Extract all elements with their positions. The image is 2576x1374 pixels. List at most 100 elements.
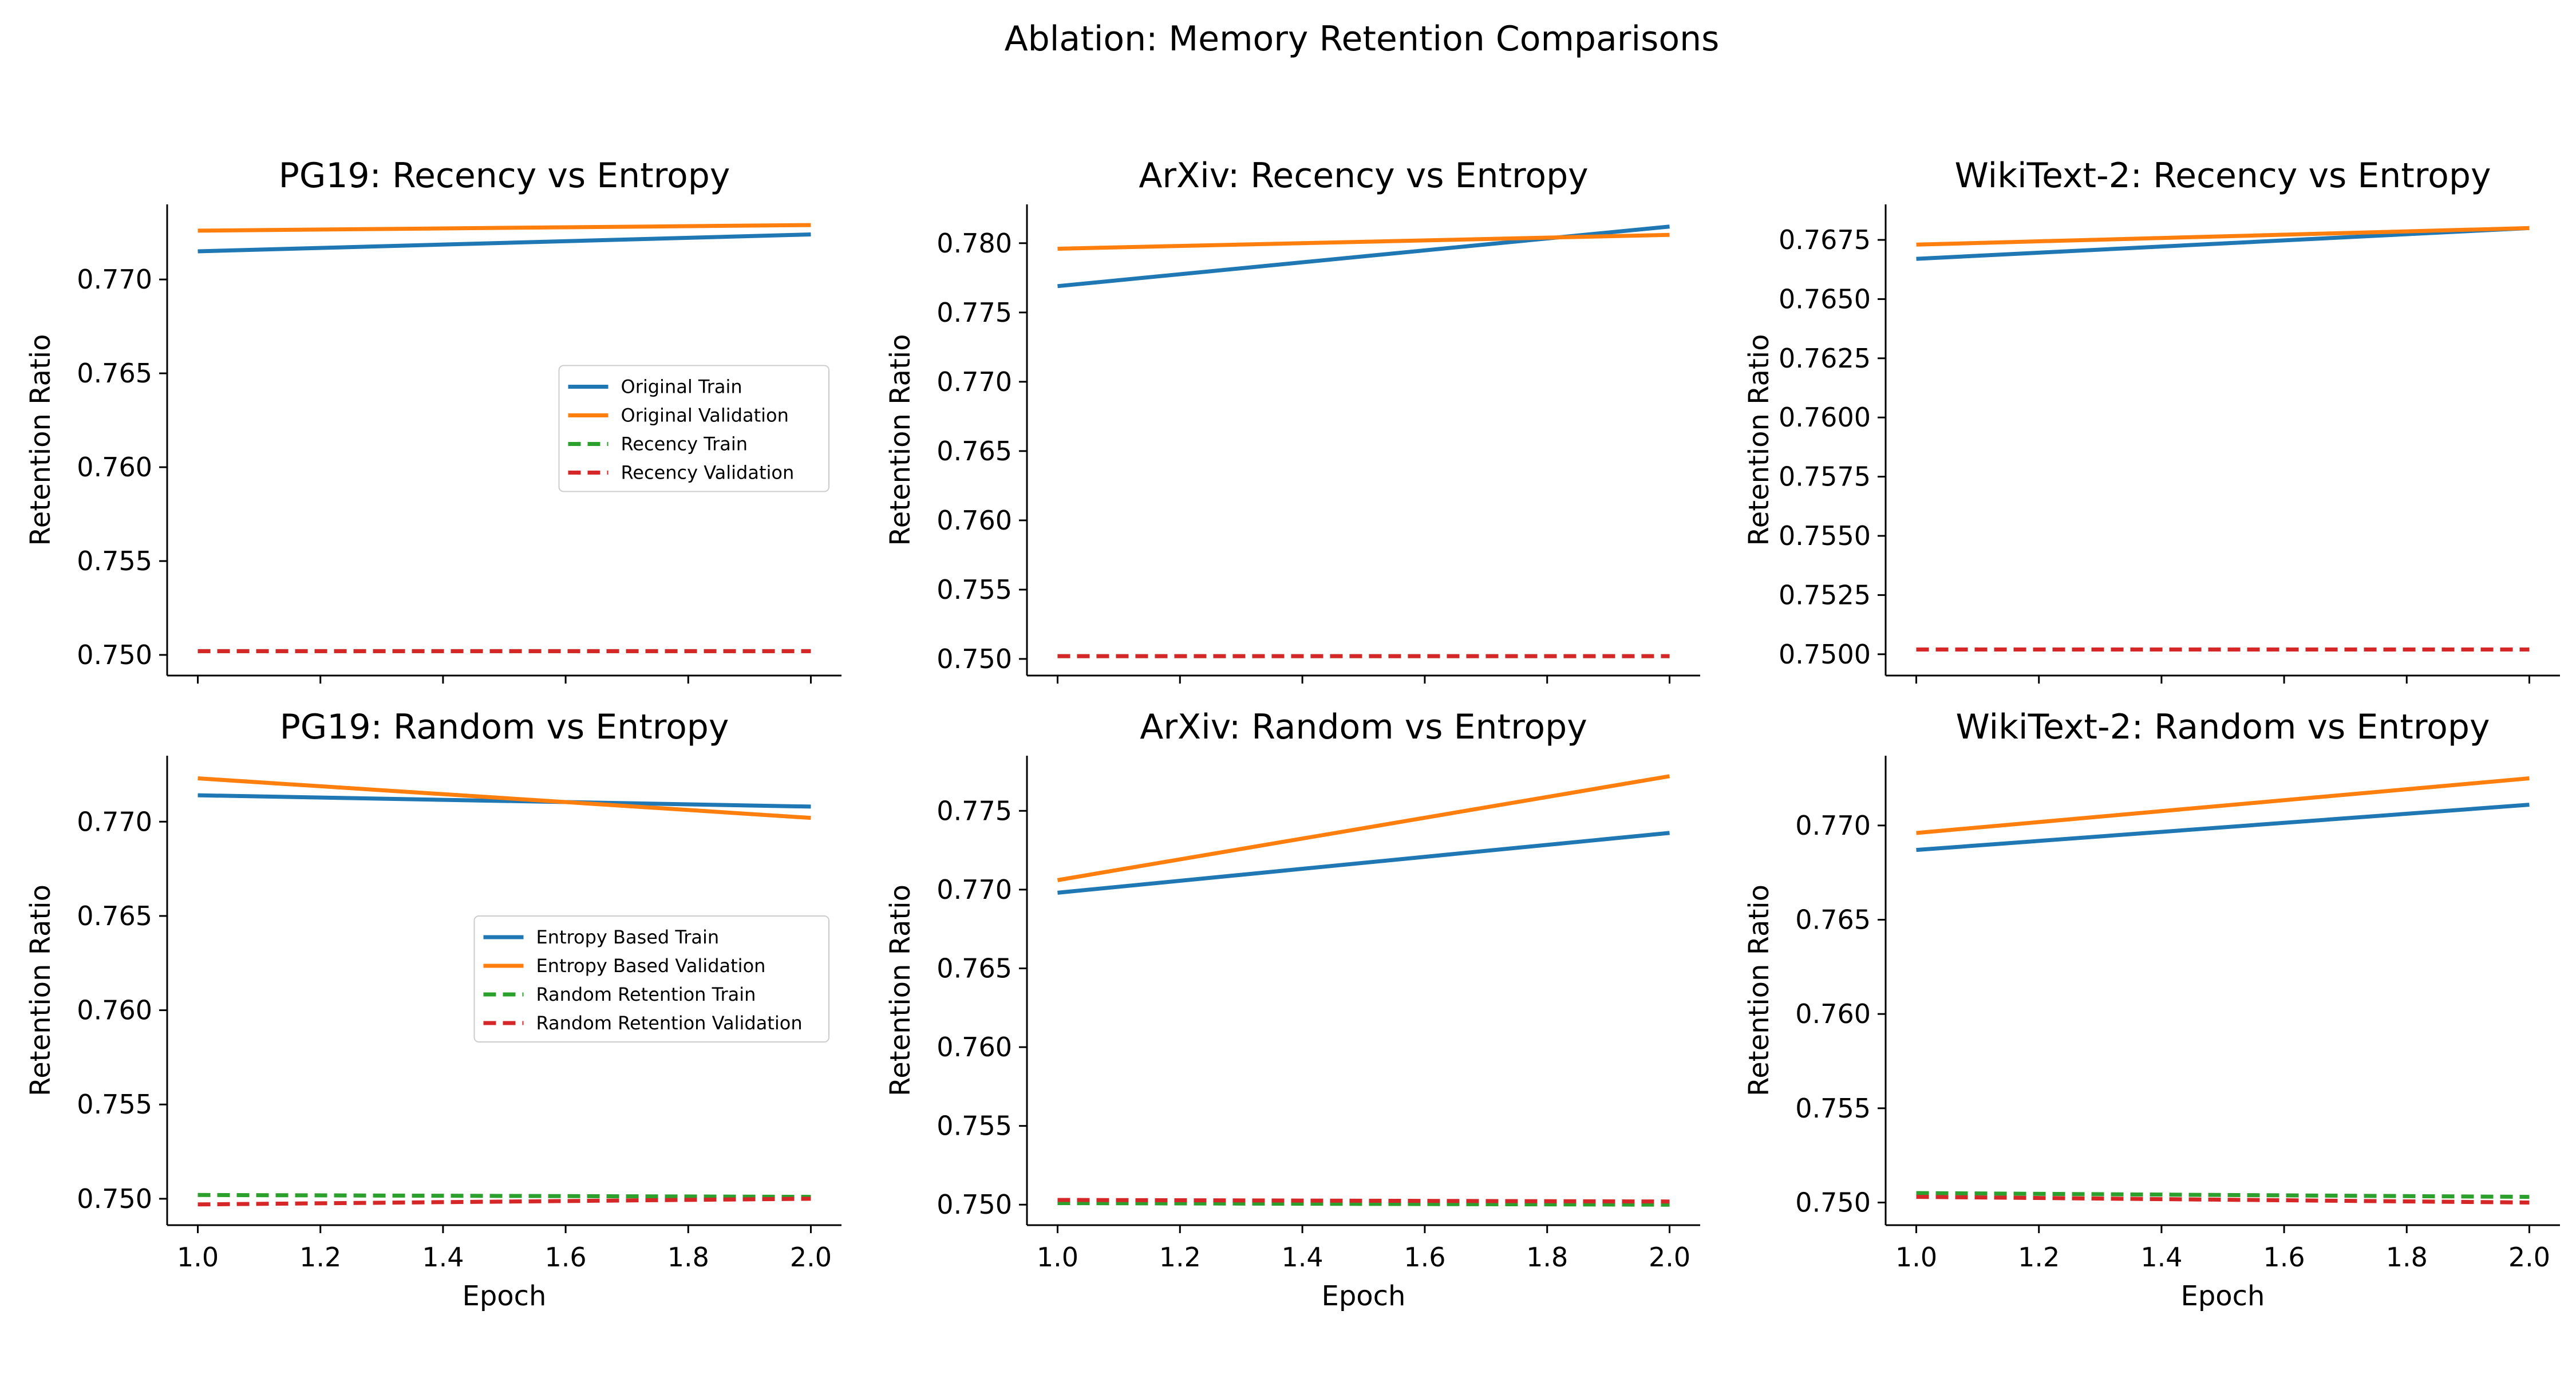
series-line-random-retention-validation bbox=[1916, 1195, 2530, 1205]
x-tick-label: 1.8 bbox=[2386, 1242, 2428, 1273]
y-tick-label: 0.770 bbox=[77, 806, 152, 837]
series-line-entropy-based-validation bbox=[1916, 776, 2530, 835]
y-axis-label: Retention Ratio bbox=[1743, 885, 1775, 1096]
y-tick-label: 0.750 bbox=[77, 639, 152, 670]
legend-entry: Original Train bbox=[621, 376, 742, 398]
y-tick-label: 0.755 bbox=[77, 546, 152, 577]
y-tick-label: 0.750 bbox=[937, 643, 1012, 674]
x-tick-label: 1.4 bbox=[422, 1242, 464, 1273]
y-tick-label: 0.755 bbox=[937, 1111, 1012, 1142]
chart-title: ArXiv: Random vs Entropy bbox=[1140, 707, 1587, 747]
chart-panel-4: PG19: Random vs Entropy 0.750 0.755 0.760 0.… bbox=[25, 707, 841, 1312]
y-tick-label: 0.760 bbox=[77, 452, 152, 483]
series-line-original-validation bbox=[1916, 226, 2530, 247]
series-line-entropy-based-train bbox=[1057, 831, 1670, 895]
x-axis-label: Epoch bbox=[463, 1280, 547, 1312]
series-line-entropy-based-train bbox=[197, 793, 811, 809]
legend: Original Train Original Validation Recency… bbox=[558, 365, 829, 492]
y-tick-label: 0.750 bbox=[937, 1189, 1012, 1220]
y-tick-label: 0.765 bbox=[1795, 905, 1871, 935]
y-axis-label: Retention Ratio bbox=[884, 885, 916, 1096]
legend-entry: Random Retention Train bbox=[536, 984, 756, 1005]
x-tick-label: 1.6 bbox=[1404, 1242, 1445, 1273]
y-tick-label: 0.775 bbox=[937, 795, 1012, 826]
x-tick-label: 1.8 bbox=[1526, 1242, 1568, 1273]
chart-panel-2: ArXiv: Recency vs Entropy 0.750 0.755 0.760… bbox=[884, 156, 1700, 684]
y-tick-label: 0.770 bbox=[77, 264, 152, 295]
y-tick-label: 0.7525 bbox=[1779, 579, 1871, 610]
y-tick-label: 0.755 bbox=[1795, 1093, 1871, 1124]
x-tick-label: 1.4 bbox=[2140, 1242, 2182, 1273]
y-tick-label: 0.775 bbox=[937, 297, 1012, 328]
y-axis-label: Retention Ratio bbox=[25, 885, 57, 1096]
figure-title: Ablation: Memory Retention Comparisons bbox=[1005, 19, 1720, 59]
y-tick-label: 0.760 bbox=[937, 505, 1012, 536]
y-tick-label: 0.760 bbox=[937, 1032, 1012, 1063]
chart-panel-1: PG19: Recency vs Entropy 0.750 0.755 0.760 0… bbox=[25, 156, 841, 684]
y-tick-label: 0.750 bbox=[1795, 1187, 1871, 1218]
x-tick-label: 1.4 bbox=[1282, 1242, 1323, 1273]
y-axis-label: Retention Ratio bbox=[884, 334, 916, 546]
x-tick-label: 2.0 bbox=[790, 1242, 832, 1273]
x-tick-label: 1.6 bbox=[545, 1242, 587, 1273]
series-line-original-train bbox=[1916, 226, 2530, 261]
y-tick-label: 0.770 bbox=[937, 366, 1012, 397]
chart-title: WikiText-2: Random vs Entropy bbox=[1956, 707, 2490, 747]
y-tick-label: 0.765 bbox=[77, 358, 152, 389]
legend-entry: Entropy Based Validation bbox=[536, 955, 766, 977]
series-line-original-train bbox=[197, 232, 811, 254]
legend-entry: Original Validation bbox=[621, 405, 789, 427]
series-line-random-retention-validation bbox=[197, 1197, 811, 1207]
legend-entry: Entropy Based Train bbox=[536, 926, 720, 948]
chart-title: PG19: Random vs Entropy bbox=[280, 707, 729, 747]
series-line-original-validation bbox=[1057, 232, 1670, 251]
series-line-entropy-based-validation bbox=[1057, 774, 1670, 882]
chart-title: ArXiv: Recency vs Entropy bbox=[1139, 156, 1588, 196]
series-line-entropy-based-validation bbox=[197, 776, 811, 820]
y-tick-label: 0.7500 bbox=[1779, 639, 1871, 670]
x-axis-label: Epoch bbox=[2181, 1280, 2265, 1312]
x-tick-label: 1.6 bbox=[2263, 1242, 2305, 1273]
chart-title: PG19: Recency vs Entropy bbox=[279, 156, 730, 196]
y-tick-label: 0.760 bbox=[77, 995, 152, 1026]
x-tick-label: 2.0 bbox=[2508, 1242, 2550, 1273]
series-line-random-retention-train bbox=[197, 1193, 811, 1199]
chart-panel-5: ArXiv: Random vs Entropy 0.750 0.755 0.760 0… bbox=[884, 707, 1700, 1312]
y-tick-label: 0.765 bbox=[77, 901, 152, 931]
x-tick-label: 1.2 bbox=[299, 1242, 341, 1273]
y-tick-label: 0.780 bbox=[937, 228, 1012, 259]
chart-panel-6: WikiText-2: Random vs Entropy 0.750 0.755 0… bbox=[1743, 707, 2560, 1312]
y-tick-label: 0.755 bbox=[77, 1089, 152, 1120]
x-tick-label: 1.2 bbox=[2018, 1242, 2060, 1273]
legend-frame bbox=[558, 365, 829, 492]
series-line-entropy-based-train bbox=[1916, 803, 2530, 852]
x-axis-label: Epoch bbox=[1322, 1280, 1406, 1312]
y-tick-label: 0.755 bbox=[937, 574, 1012, 605]
y-tick-label: 0.765 bbox=[937, 436, 1012, 467]
y-tick-label: 0.765 bbox=[937, 953, 1012, 984]
y-tick-label: 0.760 bbox=[1795, 998, 1871, 1029]
chart-title: WikiText-2: Recency vs Entropy bbox=[1955, 156, 2491, 196]
y-axis-label: Retention Ratio bbox=[1743, 334, 1775, 546]
legend-entry: Recency Train bbox=[621, 433, 748, 455]
y-tick-label: 0.7600 bbox=[1779, 402, 1871, 433]
legend: Entropy Based Train Entropy Based Validat… bbox=[473, 915, 829, 1043]
y-tick-label: 0.7650 bbox=[1779, 283, 1871, 314]
x-tick-label: 1.2 bbox=[1159, 1242, 1201, 1273]
x-tick-label: 1.8 bbox=[667, 1242, 709, 1273]
legend-entry: Recency Validation bbox=[621, 462, 795, 484]
x-tick-label: 2.0 bbox=[1649, 1242, 1690, 1273]
x-tick-label: 1.0 bbox=[1037, 1242, 1078, 1273]
legend-frame bbox=[473, 915, 829, 1043]
series-line-random-retention-validation bbox=[1057, 1198, 1670, 1204]
y-axis-label: Retention Ratio bbox=[25, 334, 57, 546]
legend-entry: Random Retention Validation bbox=[536, 1012, 803, 1034]
series-line-random-retention-train bbox=[1916, 1191, 2530, 1199]
y-tick-label: 0.7625 bbox=[1779, 343, 1871, 374]
x-tick-label: 1.0 bbox=[1895, 1242, 1937, 1273]
y-tick-label: 0.7675 bbox=[1779, 224, 1871, 255]
y-tick-label: 0.750 bbox=[77, 1183, 152, 1214]
y-tick-label: 0.7575 bbox=[1779, 461, 1871, 492]
